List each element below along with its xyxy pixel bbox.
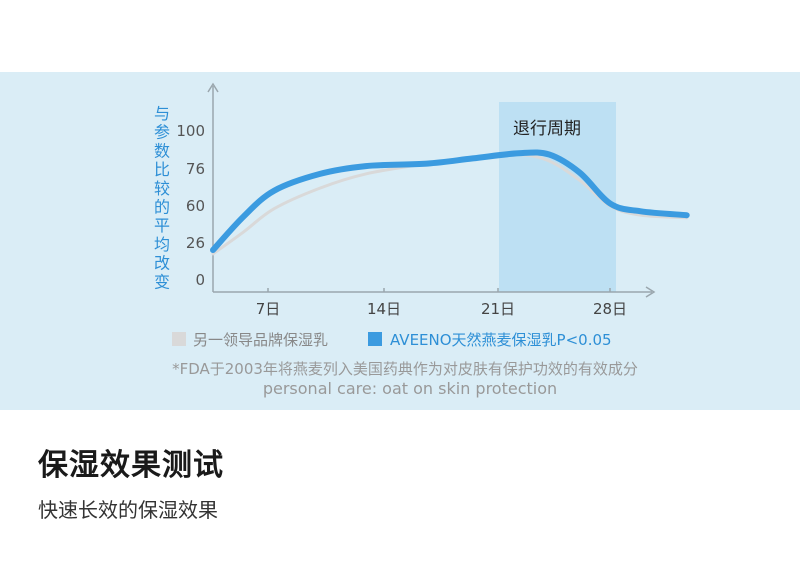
x-tick-label: 7日 [256, 300, 281, 318]
y-tick-label: 60 [186, 197, 205, 215]
section-title: 保湿效果测试 [38, 448, 224, 483]
section-subtitle: 快速长效的保湿效果 [38, 498, 218, 522]
y-tick-label: 100 [176, 122, 205, 140]
x-tick-label: 28日 [593, 300, 627, 318]
y-axis-arrow [207, 82, 219, 93]
legend-label-aveeno: AVEENO天然燕麦保湿乳P<0.05 [390, 331, 612, 349]
chart-panel [0, 72, 800, 410]
legend-swatch-other-brand [172, 332, 186, 346]
x-tick-label: 21日 [481, 300, 515, 318]
y-axis-label: 与参数比较的平均改变 [154, 104, 170, 291]
footnote-en: personal care: oat on skin protection [263, 379, 557, 398]
legend-label-other-brand: 另一领导品牌保湿乳 [193, 331, 328, 349]
y-tick-label: 0 [195, 271, 205, 289]
series-line-aveeno [210, 149, 690, 253]
legend-swatch-aveeno [368, 332, 382, 346]
y-tick-label: 26 [186, 234, 205, 252]
x-tick-label: 14日 [367, 300, 401, 318]
moisture-chart: 退行周期 100 76 60 26 0 7日 14日 21日 28日 与参数比较的平均改变另一领导品… [154, 82, 690, 398]
x-axis-arrow [645, 286, 656, 298]
footnote-cn: *FDA于2003年将燕麦列入美国药典作为对皮肤有保护功效的有效成分 [172, 360, 638, 378]
regression-period-label: 退行周期 [513, 119, 581, 139]
y-tick-label: 76 [186, 160, 205, 178]
